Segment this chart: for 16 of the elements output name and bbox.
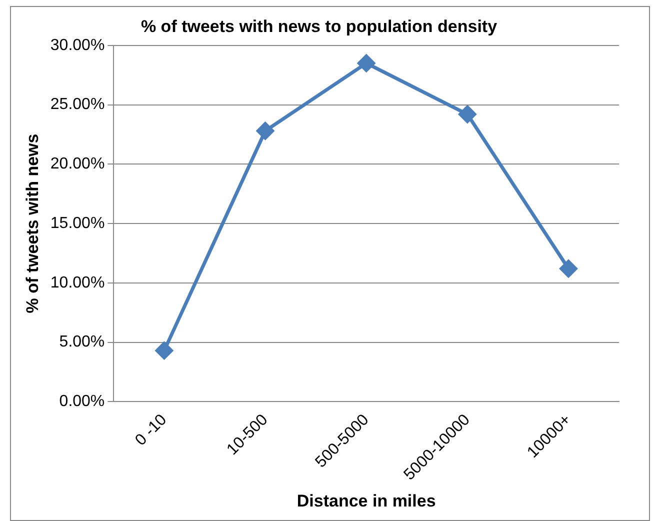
- y-tick-label: 25.00%: [50, 96, 105, 114]
- y-tick-label: 0.00%: [59, 393, 105, 410]
- y-tick-label: 10.00%: [50, 274, 105, 292]
- point: [155, 342, 173, 360]
- point: [560, 260, 578, 278]
- chart-title: % of tweets with news to population density: [140, 16, 498, 36]
- y-tick-label: 5.00%: [59, 334, 105, 351]
- point: [256, 122, 274, 140]
- y-tick-label: 30.00%: [50, 36, 105, 54]
- point: [458, 106, 476, 124]
- x-axis-title: Distance in miles: [296, 491, 436, 510]
- x-tick-label: 0 -10: [132, 411, 170, 450]
- point: [358, 54, 376, 72]
- y-tick-label: 20.00%: [50, 156, 105, 173]
- y-axis-title: % of tweets with news: [22, 134, 42, 314]
- y-tick-label: 15.00%: [50, 214, 105, 232]
